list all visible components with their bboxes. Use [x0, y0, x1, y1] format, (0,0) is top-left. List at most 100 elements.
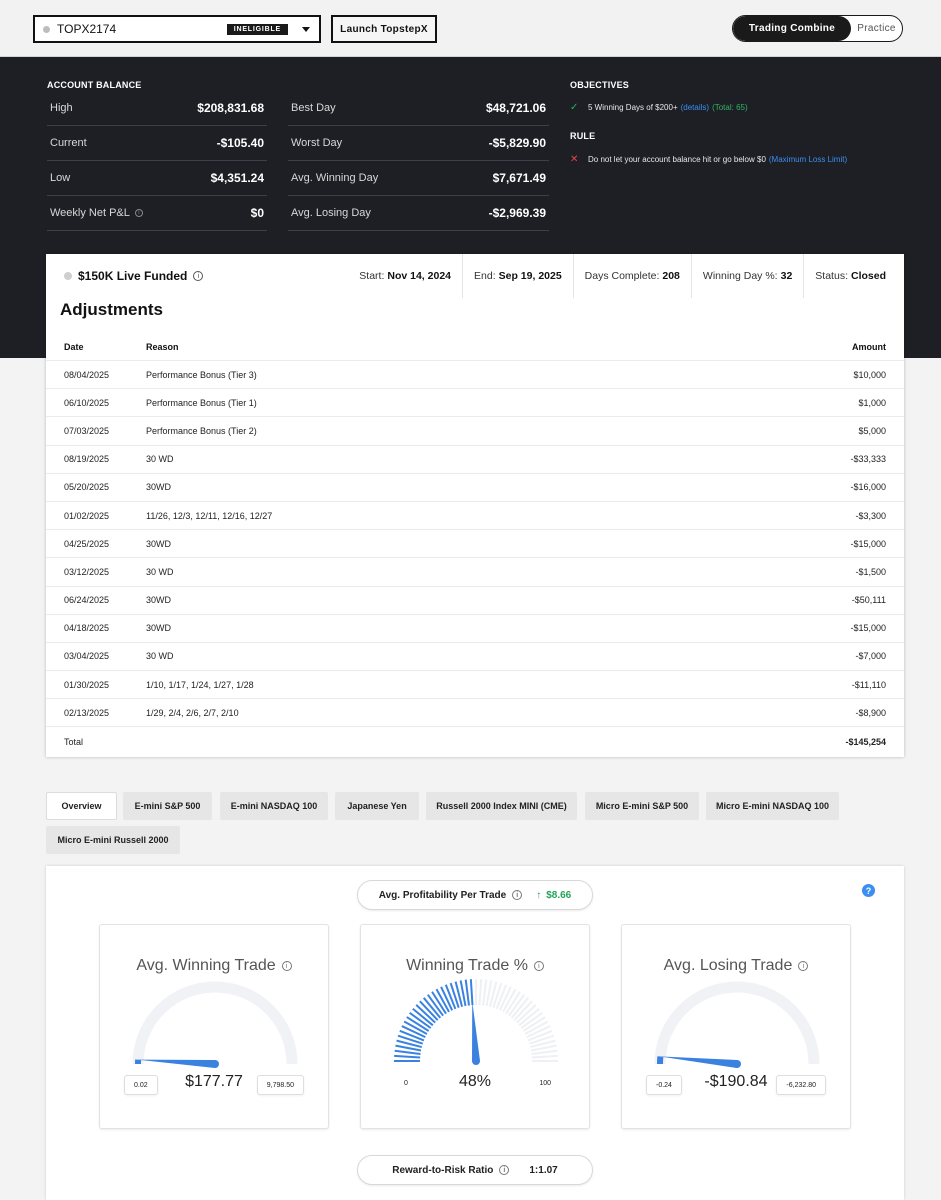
cell-amount: $1,000: [858, 397, 886, 408]
chevron-down-icon[interactable]: [302, 26, 310, 32]
gauge-tick: [526, 1025, 551, 1039]
table-header-row: Date Reason Amount: [46, 333, 904, 361]
cell-date: 03/12/2025: [64, 566, 110, 577]
tab-russell2000-mini[interactable]: Russell 2000 Index MINI (CME): [426, 792, 577, 820]
gauge-tick: [478, 979, 483, 1006]
gauge-min: -0.24: [646, 1075, 682, 1095]
gauge-tick: [482, 979, 488, 1006]
cell-amount: -$16,000: [850, 482, 886, 493]
adjustments-title: Adjustments: [60, 300, 163, 319]
cell-date: 06/10/2025: [64, 397, 110, 408]
gauge-tick: [498, 986, 512, 1011]
gauge-tick: [397, 1034, 424, 1045]
account-select[interactable]: TOPX2174 INELIGIBLE: [33, 15, 321, 43]
tab-micro-emini-russell2000[interactable]: Micro E-mini Russell 2000: [46, 826, 180, 854]
practice-toggle[interactable]: Practice: [857, 23, 896, 34]
gauge-tick: [406, 1016, 430, 1032]
meta-label: End:: [474, 270, 496, 282]
info-icon[interactable]: i: [512, 890, 523, 900]
table-row: 06/10/2025 Performance Bonus (Tier 1) $1,0…: [46, 389, 904, 418]
tab-micro-emini-nasdaq100[interactable]: Micro E-mini NASDAQ 100: [706, 792, 839, 820]
cell-reason: Performance Bonus (Tier 1): [146, 397, 257, 408]
max-loss-limit-link[interactable]: (Maximum Loss Limit): [768, 155, 848, 164]
rule-item: ✕ Do not let your account balance hit or…: [570, 154, 847, 165]
table-total-row: Total -$145,254: [46, 727, 904, 755]
gauge-tick: [415, 1004, 436, 1024]
gauge-title: Avg. Winning Trade: [136, 957, 276, 974]
avg-winning-trade-gauge: Avg. Winning Trade i 0.02 $177.77 9,798.…: [99, 924, 329, 1129]
meta-value: 32: [780, 270, 793, 282]
cell-reason: 30WD: [146, 623, 172, 634]
balance-label: Current: [50, 137, 87, 149]
tab-micro-emini-sp500[interactable]: Micro E-mini S&P 500: [585, 792, 699, 820]
table-row: 08/04/2025 Performance Bonus (Tier 3) $10,…: [46, 361, 904, 390]
account-status-dot: [43, 25, 50, 33]
info-icon[interactable]: i: [193, 271, 204, 281]
balance-value: -$105.40: [216, 136, 264, 150]
total-value: -$145,254: [845, 736, 886, 747]
tab-emini-sp500[interactable]: E-mini S&P 500: [123, 792, 212, 820]
table-row: 01/02/2025 11/26, 12/3, 12/11, 12/16, 12/…: [46, 502, 904, 531]
cell-reason: 1/10, 1/17, 1/24, 1/27, 1/28: [146, 679, 254, 690]
tab-emini-nasdaq100[interactable]: E-mini NASDAQ 100: [220, 792, 328, 820]
account-balance-title: ACCOUNT BALANCE: [47, 80, 142, 90]
gauge-tick: [469, 979, 474, 1006]
avg-profitability-label: Avg. Profitability Per Trade: [378, 889, 507, 901]
cell-reason: 1/29, 2/4, 2/6, 2/7, 2/10: [146, 707, 239, 718]
table-row: 04/18/2025 30WD -$15,000: [46, 615, 904, 643]
card-meta: Start: Nov 14, 2024 End: Sep 19, 2025 Days…: [348, 254, 904, 298]
info-icon[interactable]: i: [499, 1165, 510, 1175]
cell-date: 05/20/2025: [64, 482, 110, 493]
meta-start: Start: Nov 14, 2024: [348, 254, 464, 298]
help-icon[interactable]: ?: [862, 884, 875, 897]
meta-label: Winning Day %:: [702, 270, 778, 282]
info-icon[interactable]: i: [798, 961, 809, 971]
balance-label: Best Day: [291, 102, 336, 114]
gauge-tick: [403, 1020, 428, 1035]
tab-japanese-yen[interactable]: Japanese Yen: [335, 792, 419, 820]
cell-reason: 30 WD: [146, 651, 174, 662]
avg-profitability-pill: Avg. Profitability Per Trade i ↑ $8.66: [357, 880, 593, 910]
gauge-tick: [459, 980, 467, 1007]
balance-label: Avg. Winning Day: [291, 172, 379, 184]
gauge-tick: [412, 1007, 434, 1027]
balance-value: $4,351.24: [210, 171, 264, 185]
objective-details-link[interactable]: (details): [680, 103, 710, 112]
cell-amount: -$8,900: [855, 707, 886, 718]
reward-risk-label: Reward-to-Risk Ratio: [392, 1164, 494, 1176]
meta-value: Nov 14, 2024: [387, 270, 452, 282]
rule-title: RULE: [570, 131, 596, 141]
meta-label: Start:: [359, 270, 385, 282]
gauge-needle: [137, 1059, 216, 1068]
gauge-tick: [527, 1029, 553, 1042]
balance-value: -$5,829.90: [488, 136, 546, 150]
table-row: 02/13/2025 1/29, 2/4, 2/6, 2/7, 2/10 -$8,9…: [46, 699, 904, 728]
balance-value: -$2,969.39: [488, 206, 546, 220]
trade-stats-panel: Avg. Profitability Per Trade i ↑ $8.66 ?…: [46, 866, 904, 1200]
gauge-tick: [531, 1054, 558, 1059]
info-icon[interactable]: i: [281, 961, 292, 971]
meta-label: Status:: [815, 270, 848, 282]
live-funded-card: $150K Live Funded i Start: Nov 14, 2024 E…: [46, 254, 904, 757]
trading-combine-toggle[interactable]: Trading Combine: [733, 16, 851, 41]
balance-value: $48,721.06: [485, 101, 546, 115]
gauge-tick: [426, 994, 444, 1017]
avg-losing-trade-gauge: Avg. Losing Trade i -0.24 -$190.84 -6,23…: [621, 924, 851, 1129]
info-icon[interactable]: i: [134, 209, 143, 217]
gauge-max: 100: [539, 1080, 551, 1087]
info-icon[interactable]: i: [533, 961, 544, 971]
meta-value: Sep 19, 2025: [498, 270, 562, 282]
cell-reason: 30WD: [146, 595, 172, 606]
gauge-tick: [529, 1039, 556, 1049]
cell-date: 01/02/2025: [64, 510, 110, 521]
tab-overview[interactable]: Overview: [46, 792, 117, 820]
cell-reason: 30WD: [146, 482, 172, 493]
balance-label: Avg. Losing Day: [291, 207, 371, 219]
balance-label: Low: [50, 172, 71, 184]
avg-profitability-value: $8.66: [546, 889, 572, 901]
cell-date: 07/03/2025: [64, 425, 110, 436]
adjustments-table: Date Reason Amount 08/04/2025 Performance…: [46, 333, 904, 756]
gauge-tick: [394, 1054, 421, 1059]
meta-days-complete: Days Complete: 208: [574, 254, 692, 298]
launch-topstepx-button[interactable]: Launch TopstepX: [331, 15, 437, 43]
